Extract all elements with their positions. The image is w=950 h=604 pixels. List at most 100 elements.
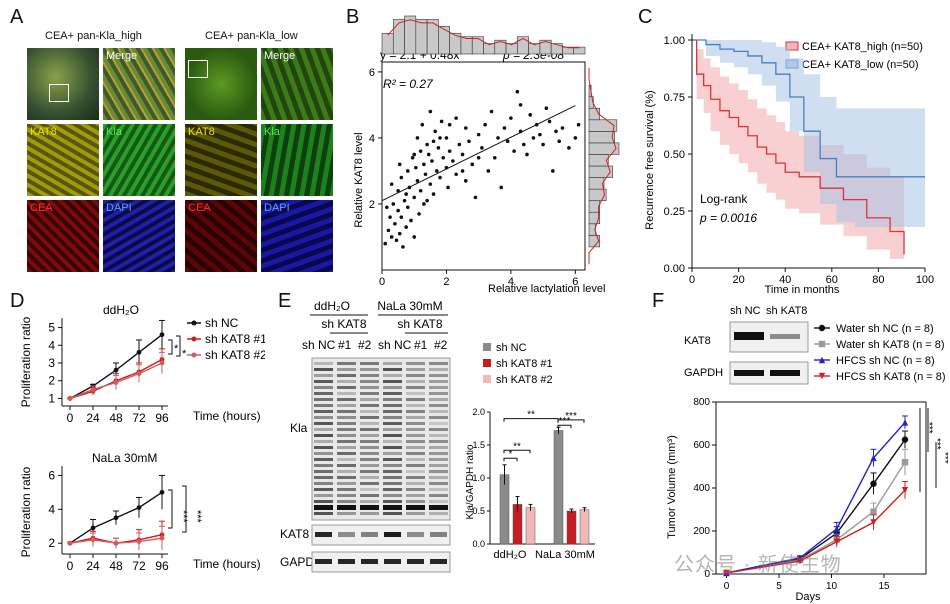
data-point [136, 349, 142, 355]
kla-band [360, 416, 379, 419]
kla-band [383, 440, 402, 443]
data-point [383, 241, 388, 246]
x-tick-label: 0 [67, 559, 74, 573]
sig-label: *** [565, 411, 577, 422]
sig-bracket [168, 489, 173, 529]
data-point [404, 225, 408, 229]
kla-band [383, 428, 402, 431]
data-point [399, 175, 404, 180]
kla-band [429, 416, 448, 419]
data-point [412, 195, 417, 200]
data-point [818, 324, 826, 332]
kla-band [383, 434, 402, 437]
kla-band [337, 452, 356, 455]
sig-3: *** [939, 452, 948, 464]
x-tick-label: 15 [878, 581, 890, 592]
panel-letter-b: B [346, 6, 360, 28]
x-tick-label: 4 [508, 276, 514, 288]
legend-swatch-1 [483, 359, 491, 367]
kla-band [314, 464, 333, 467]
kla-band [337, 380, 356, 383]
x-tick-label: 72 [132, 559, 146, 573]
bar-chart: 0.00.51.01.52.0*********** [472, 407, 595, 549]
kla-band [429, 476, 448, 479]
survival-curve [692, 39, 905, 255]
data-point [389, 235, 394, 239]
kla-band [360, 482, 379, 485]
legend: CEA+ KAT8_high (n=50) CEA+ KAT8_low (n=5… [785, 41, 923, 71]
top-y-axis-label: Proliferation ratio [19, 316, 33, 407]
y-tick-label: 2.0 [472, 407, 485, 417]
kla-band [360, 392, 379, 395]
legend-label-low: CEA+ KAT8_low (n=50) [802, 59, 919, 71]
x-tick-label: 60 [826, 274, 838, 286]
data-point [531, 136, 536, 140]
data-point [560, 126, 565, 130]
kat8-band [770, 334, 800, 339]
sig-bracket [176, 335, 181, 357]
data-point [389, 182, 394, 186]
data-point [528, 113, 533, 117]
x-density-curve [387, 19, 580, 49]
kla-band [337, 470, 356, 473]
data-point [538, 132, 542, 137]
y-tick-label: 2 [369, 199, 375, 211]
x-tick-label: 48 [109, 411, 123, 425]
data-point [870, 480, 877, 487]
kla-band [337, 422, 356, 425]
kla-band [314, 446, 333, 449]
data-point [557, 139, 562, 144]
tile-label-merge: Merge [264, 50, 296, 62]
data-point [415, 136, 420, 140]
kla-band [360, 494, 379, 497]
legend-label-hfcs-kat8: HFCS sh KAT8 (n = 8) [836, 371, 946, 383]
y-tick-label: 2 [48, 536, 55, 550]
watermark: 公众号 · 新使生物 [674, 554, 842, 576]
western-blot-e: ddH₂O NaLa 30mM sh KAT8 sh KAT8 sh NC #1… [280, 299, 595, 573]
kla-band [406, 494, 425, 497]
bar [566, 510, 577, 545]
data-point [492, 155, 497, 160]
kla-band [314, 482, 333, 485]
kla-band [360, 362, 379, 365]
kla-band [406, 446, 425, 449]
sig-bottom-1: *** [177, 510, 189, 524]
kla-band [383, 458, 402, 461]
kla-band [429, 410, 448, 413]
data-point [476, 155, 481, 160]
data-point [414, 165, 418, 170]
kla-band [429, 392, 448, 395]
kla-band [429, 428, 448, 431]
kla-band [429, 446, 448, 449]
kat8-band [315, 532, 332, 537]
blot-lane-kat8: sh KAT8 [766, 305, 807, 317]
y-tick-label: 200 [693, 526, 710, 537]
kla-band [429, 505, 448, 510]
regression-line [381, 105, 576, 202]
data-point [113, 380, 119, 385]
kla-band [383, 512, 402, 515]
data-point [417, 212, 421, 216]
y-tick-label: 1.5 [472, 440, 485, 450]
x-tick-label: 0 [379, 276, 385, 288]
kla-band [383, 386, 402, 389]
data-point [425, 198, 429, 203]
blot-label-kat8: KAT8 [280, 527, 309, 541]
panel-letter-e: E [278, 290, 292, 312]
bar [553, 430, 564, 545]
kla-band [429, 512, 448, 515]
kla-band [337, 368, 356, 371]
kla-band [383, 494, 402, 497]
kla-band [337, 416, 356, 419]
x-tick-label: 6 [572, 276, 578, 288]
kla-band [383, 482, 402, 485]
tile-label-merge: Merge [106, 50, 138, 62]
data-point [423, 172, 428, 177]
legend-swatch-2 [483, 375, 491, 383]
data-point [425, 142, 429, 147]
gapdh-band [770, 370, 800, 376]
data-point [463, 179, 468, 183]
legend: Water sh NC (n = 8) Water sh KAT8 (n = 8… [814, 323, 946, 383]
kla-band [337, 428, 356, 431]
data-point [454, 172, 458, 177]
